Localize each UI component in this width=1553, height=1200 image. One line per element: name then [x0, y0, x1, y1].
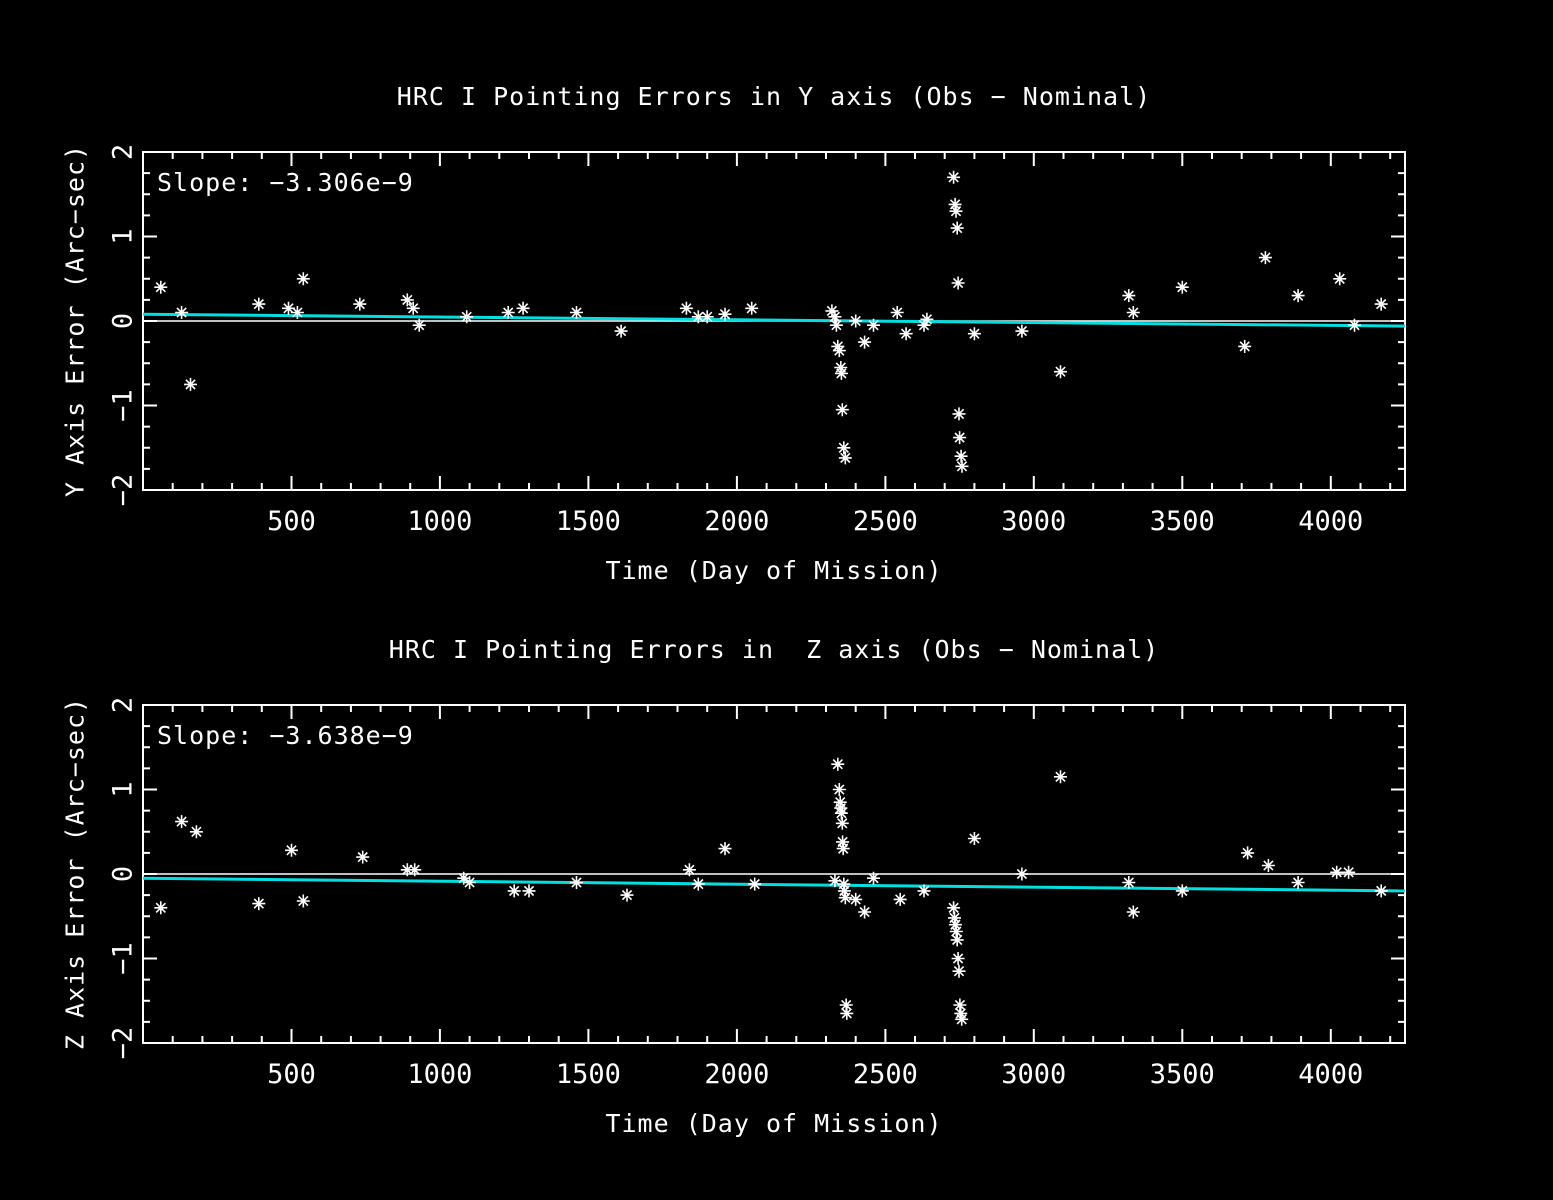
data-point-markers: [154, 757, 1388, 1026]
y-tick-label: −2: [108, 1027, 139, 1060]
chart2-title: HRC I Pointing Errors in Z axis (Obs − N…: [388, 635, 1160, 664]
y-tick-label: 2: [108, 697, 139, 713]
axis-ticks: [143, 705, 1405, 1043]
x-tick-label: 2000: [704, 506, 769, 537]
data-point-markers: [154, 170, 1388, 473]
chart1-x-axis-label: Time (Day of Mission): [605, 556, 943, 585]
x-tick-label: 3500: [1150, 506, 1215, 537]
trend-line: [142, 312, 1406, 328]
x-tick-label: 2000: [704, 1059, 769, 1090]
axis-ticks: [143, 152, 1405, 490]
chart2-x-axis-label: Time (Day of Mission): [605, 1109, 943, 1138]
x-tick-label: 1000: [407, 506, 472, 537]
x-tick-label: 4000: [1298, 1059, 1363, 1090]
y-tick-label: 1: [108, 228, 139, 244]
chart2-y-axis-label: Z Axis Error (Arc−sec): [60, 696, 90, 1051]
y-tick-label: −2: [108, 474, 139, 507]
x-tick-label: 3500: [1150, 1059, 1215, 1090]
y-tick-label: 0: [108, 313, 139, 329]
x-tick-label: 1000: [407, 1059, 472, 1090]
y-tick-label: 2: [108, 144, 139, 160]
y-tick-label: −1: [108, 389, 139, 422]
x-tick-label: 3000: [1001, 506, 1066, 537]
x-tick-label: 3000: [1001, 1059, 1066, 1090]
x-tick-label: 500: [267, 506, 316, 537]
x-tick-label: 500: [267, 1059, 316, 1090]
chart1-title: HRC I Pointing Errors in Y axis (Obs − N…: [396, 82, 1152, 111]
x-tick-label: 2500: [853, 1059, 918, 1090]
x-tick-label: 2500: [853, 506, 918, 537]
chart1-slope-annotation: Slope: −3.306e−9: [157, 168, 414, 197]
trend-line: [142, 876, 1406, 893]
x-tick-label: 4000: [1298, 506, 1363, 537]
y-tick-label: −1: [108, 942, 139, 975]
y-tick-label: 1: [108, 781, 139, 797]
x-tick-label: 1500: [556, 1059, 621, 1090]
chart2-slope-annotation: Slope: −3.638e−9: [157, 721, 414, 750]
y-tick-label: 0: [108, 866, 139, 882]
x-tick-label: 1500: [556, 506, 621, 537]
chart1-y-axis-label: Y Axis Error (Arc−sec): [60, 143, 90, 498]
